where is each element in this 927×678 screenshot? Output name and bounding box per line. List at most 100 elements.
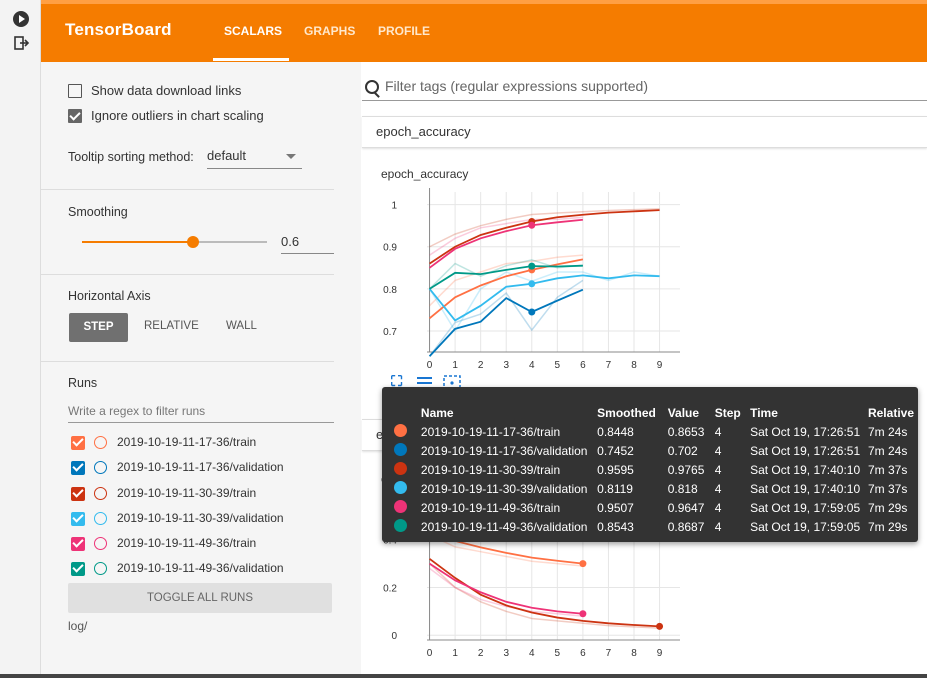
play-icon[interactable] [12,10,30,28]
tooltip-step: 4 [714,443,722,458]
tooltip-header-time: Time [750,405,778,420]
smoothing-slider-fill [82,241,193,243]
tooltip-relative: 7m 29s [867,519,908,534]
tag-filter-input[interactable]: Filter tags (regular expressions support… [362,76,927,101]
tooltip-sort-select[interactable]: default [207,146,302,169]
run-color-ring[interactable] [94,512,107,525]
tooltip-time: Sat Oct 19, 17:26:51 [750,443,861,458]
log-dir: log/ [68,619,88,633]
tooltip-value: 0.702 [667,443,698,458]
active-tab-indicator [213,58,289,61]
tooltip-relative: 7m 29s [867,500,908,515]
toggle-all-runs-button[interactable]: TOGGLE ALL RUNS [68,583,332,613]
tooltip-time: Sat Oct 19, 17:59:05 [750,500,861,515]
run-color-ring[interactable] [94,537,107,550]
tooltip-value: 0.818 [667,481,698,496]
exit-icon[interactable] [12,34,30,52]
tooltip-relative: 7m 24s [867,443,908,458]
show-download-checkbox[interactable] [68,84,82,98]
tooltip-step: 4 [714,481,722,496]
ignore-outliers-checkbox[interactable] [68,109,82,123]
tooltip-smoothed: 0.7452 [597,443,634,458]
run-color-dot [394,442,407,456]
runs-filter-input[interactable]: Write a regex to filter runs [68,402,334,423]
tooltip-sort-label: Tooltip sorting method: [68,150,194,164]
chart-tooltip: Name Smoothed Value Step Time Relative 2… [382,387,918,542]
tooltip-smoothed: 0.9595 [597,462,634,477]
ignore-outliers-label: Ignore outliers in chart scaling [91,108,264,123]
run-name: 2019-10-19-11-30-39/validation [117,511,284,525]
divider [41,189,334,190]
chart-title: epoch_accuracy [381,167,469,181]
run-checkbox[interactable] [71,562,85,576]
run-checkbox[interactable] [71,512,85,526]
top-strip [41,0,927,4]
tooltip-relative: 7m 24s [867,424,908,439]
tooltip-row: 2019-10-19-11-30-39/validation 0.8119 0.… [394,479,918,498]
bottom-bar [0,674,927,678]
run-color-ring[interactable] [94,461,107,474]
run-color-ring[interactable] [94,436,107,449]
axis-relative-button[interactable]: RELATIVE [144,320,199,332]
tag-filter-placeholder: Filter tags (regular expressions support… [385,78,649,94]
tab-profile[interactable]: PROFILE [378,24,431,38]
show-download-label: Show data download links [91,83,242,98]
chevron-down-icon [286,154,296,159]
tooltip-row: 2019-10-19-11-17-36/validation 0.7452 0.… [394,441,918,460]
top-bar: TensorBoard SCALARS GRAPHS PROFILE [41,0,927,62]
runs-title: Runs [68,376,98,390]
tooltip-run-name: 2019-10-19-11-17-36/train [420,424,561,439]
tooltip-relative: 7m 37s [867,481,908,496]
run-name: 2019-10-19-11-30-39/train [117,486,257,500]
axis-step-button[interactable]: STEP [69,313,128,342]
fullscreen-icon[interactable] [391,375,403,387]
tooltip-value: 0.9647 [667,500,705,515]
tooltip-row: 2019-10-19-11-49-36/validation 0.8543 0.… [394,517,918,536]
sidebar: Show data download links Ignore outliers… [41,62,361,678]
run-color-dot [394,423,407,437]
tooltip-value: 0.8653 [667,424,705,439]
run-checkbox[interactable] [71,461,85,475]
tooltip-time: Sat Oct 19, 17:26:51 [750,424,861,439]
tooltip-header-name: Name [420,405,454,420]
tooltip-relative: 7m 37s [867,462,908,477]
tooltip-header-step: Step [714,405,741,420]
run-checkbox[interactable] [71,537,85,551]
smoothing-value: 0.6 [281,234,300,249]
tooltip-run-name: 2019-10-19-11-49-36/validation [420,519,588,534]
run-checkbox[interactable] [71,436,85,450]
tab-graphs[interactable]: GRAPHS [304,24,356,38]
tooltip-value: 0.8687 [667,519,705,534]
axis-wall-button[interactable]: WALL [226,320,257,332]
tooltip-step: 4 [714,519,722,534]
tooltip-step: 4 [714,500,722,515]
tooltip-table: Name Smoothed Value Step Time Relative 2… [394,403,918,536]
app-title: TensorBoard [65,20,172,39]
tooltip-step: 4 [714,462,722,477]
category-name: epoch_accuracy [376,124,471,139]
run-color-dot [394,499,407,513]
run-color-ring[interactable] [94,562,107,575]
tooltip-header-relative: Relative [867,405,914,420]
divider [41,274,334,275]
run-color-ring[interactable] [94,487,107,500]
smoothing-input[interactable]: 0.6 [281,232,334,254]
horizontal-axis-title: Horizontal Axis [68,289,151,303]
tooltip-run-name: 2019-10-19-11-49-36/train [420,500,561,515]
tooltip-sort-value: default [207,148,247,163]
tab-scalars[interactable]: SCALARS [224,24,283,38]
smoothing-title: Smoothing [68,205,128,219]
left-gutter [0,0,41,678]
run-color-dot [394,480,407,494]
tooltip-smoothed: 0.8543 [597,519,634,534]
tooltip-run-name: 2019-10-19-11-17-36/validation [420,443,588,458]
tooltip-step: 4 [714,424,722,439]
category-header[interactable]: epoch_accuracy [362,116,927,148]
run-checkbox[interactable] [71,487,85,501]
run-name: 2019-10-19-11-17-36/train [117,435,257,449]
tooltip-value: 0.9765 [667,462,705,477]
run-name: 2019-10-19-11-49-36/validation [117,561,284,575]
main-panel: Filter tags (regular expressions support… [362,62,927,678]
tooltip-row: 2019-10-19-11-30-39/train 0.9595 0.9765 … [394,460,918,479]
smoothing-slider-thumb[interactable] [187,236,199,248]
